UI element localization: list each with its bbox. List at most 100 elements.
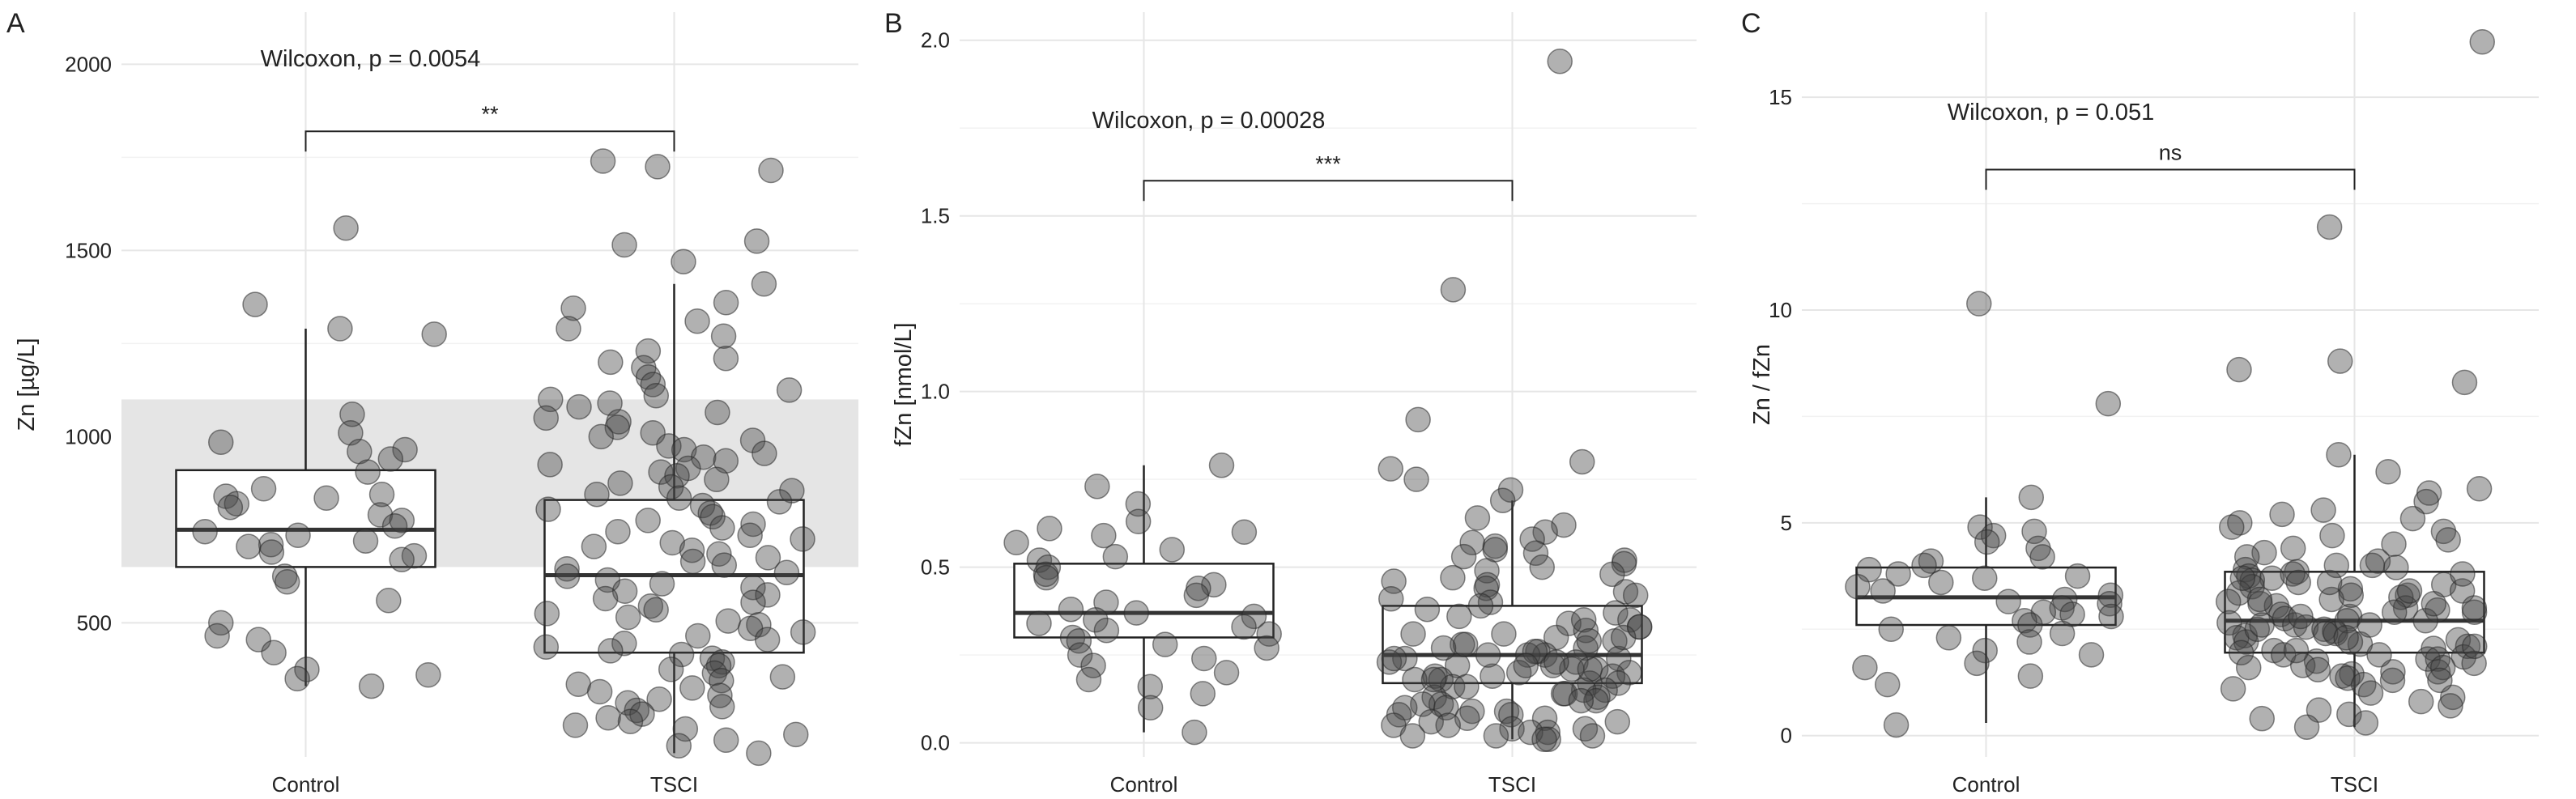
- data-point: [358, 673, 385, 699]
- data-point: [1610, 624, 1637, 651]
- data-point: [1075, 666, 1102, 693]
- data-point: [709, 515, 735, 541]
- data-point: [1622, 582, 1649, 609]
- data-point: [1612, 579, 1639, 605]
- data-point: [1599, 561, 1625, 588]
- data-point: [1967, 514, 1993, 540]
- data-point: [2379, 667, 2406, 694]
- data-point: [740, 589, 766, 615]
- data-point: [1467, 593, 1494, 619]
- data-point: [1093, 618, 1120, 644]
- x-tick-label-tsci: TSCI: [650, 772, 698, 797]
- data-point: [2435, 527, 2461, 553]
- data-point: [2336, 701, 2362, 728]
- data-point: [2078, 642, 2105, 668]
- data-point: [2383, 555, 2409, 580]
- data-point: [208, 429, 234, 456]
- data-point: [790, 619, 816, 645]
- data-point: [1067, 642, 1093, 668]
- data-point: [560, 295, 586, 321]
- wilcoxon-annotation: Wilcoxon, p = 0.00028: [1092, 108, 1326, 134]
- data-point: [2380, 659, 2406, 685]
- data-point: [1573, 635, 1599, 661]
- data-point: [1505, 660, 1532, 686]
- data-point: [645, 154, 671, 180]
- data-point: [1475, 642, 1501, 668]
- data-point: [595, 704, 621, 731]
- data-point: [217, 495, 244, 521]
- data-point: [1123, 600, 1149, 626]
- data-point: [615, 604, 641, 631]
- data-point: [646, 686, 672, 712]
- data-point: [766, 489, 793, 515]
- data-point: [339, 402, 365, 427]
- data-point: [1489, 487, 1516, 513]
- data-point: [2049, 620, 2076, 647]
- data-point: [2421, 590, 2447, 617]
- data-point: [274, 569, 300, 595]
- data-point: [1440, 564, 1466, 591]
- data-point: [2235, 654, 2262, 681]
- data-point: [700, 504, 726, 530]
- data-point: [242, 291, 268, 317]
- data-point: [1125, 491, 1152, 517]
- data-point: [1483, 723, 1509, 749]
- data-point: [743, 228, 770, 254]
- x-tick-label-tsci: TSCI: [2331, 772, 2378, 797]
- data-point: [368, 481, 395, 508]
- data-point: [1573, 618, 1599, 644]
- data-point: [1964, 650, 1990, 677]
- data-point: [2415, 646, 2441, 672]
- x-tick-label-control: Control: [1952, 772, 2020, 797]
- data-point: [581, 533, 607, 559]
- y-tick-label: 15: [1769, 85, 1792, 109]
- data-point: [1137, 695, 1164, 720]
- data-point: [1454, 674, 1480, 699]
- data-point: [1137, 674, 1164, 699]
- data-point: [1399, 723, 1426, 749]
- data-point: [2455, 633, 2481, 660]
- data-point: [2289, 652, 2316, 678]
- data-point: [533, 405, 560, 431]
- y-tick-label: 1500: [65, 238, 112, 262]
- data-point: [2219, 514, 2245, 540]
- data-point: [2098, 603, 2124, 630]
- data-point: [658, 657, 684, 682]
- data-point: [707, 682, 733, 708]
- data-point: [751, 271, 777, 297]
- data-point: [1377, 456, 1404, 482]
- data-point: [685, 623, 711, 649]
- data-point: [1003, 529, 1029, 556]
- panel-label: B: [884, 8, 903, 39]
- y-tick-label: 1.0: [921, 380, 950, 404]
- data-point: [392, 436, 418, 463]
- data-point: [783, 721, 809, 748]
- data-point: [1579, 723, 1606, 749]
- wilcoxon-annotation: Wilcoxon, p = 0.0054: [261, 46, 481, 72]
- data-point: [554, 555, 580, 582]
- data-point: [755, 545, 781, 571]
- data-point: [1498, 702, 1524, 728]
- data-point: [611, 232, 637, 258]
- data-point: [1493, 698, 1520, 725]
- data-point: [554, 563, 581, 589]
- data-point: [671, 249, 696, 274]
- data-point: [769, 664, 796, 690]
- data-point: [1604, 708, 1631, 735]
- data-point: [1159, 537, 1186, 563]
- data-point: [2097, 590, 2123, 617]
- data-point: [715, 608, 741, 634]
- y-axis-label: fZn [nmol/L]: [891, 322, 917, 446]
- data-point: [1531, 726, 1557, 753]
- data-point: [684, 308, 710, 334]
- data-point: [1852, 654, 1878, 681]
- data-point: [1459, 698, 1485, 725]
- data-point: [2319, 522, 2345, 549]
- data-point: [2357, 612, 2382, 638]
- data-point: [1102, 543, 1129, 570]
- data-point: [352, 528, 379, 554]
- data-point: [421, 321, 447, 347]
- data-point: [2469, 29, 2495, 55]
- data-point: [1874, 671, 1901, 698]
